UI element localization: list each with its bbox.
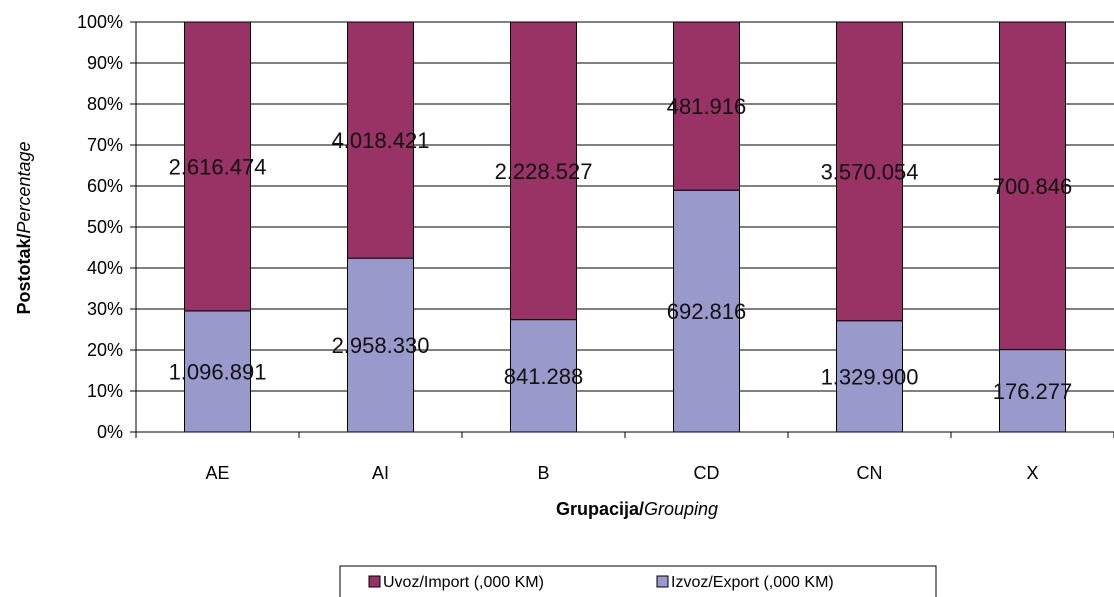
bar-import-cd <box>673 21 740 191</box>
data-label-import-x: 700.846 <box>993 174 1073 199</box>
y-tick-label: 10% <box>87 381 123 401</box>
data-label-import-b: 2.228.527 <box>495 159 593 184</box>
bar-import-cn <box>836 21 903 322</box>
bar-import-ai <box>347 21 414 259</box>
y-tick-label: 70% <box>87 135 123 155</box>
data-label-export-ae: 1.096.891 <box>169 359 267 384</box>
data-label-import-ae: 2.616.474 <box>169 154 267 179</box>
x-tick-label-b: B <box>537 463 549 483</box>
x-tick-label-cd: CD <box>694 463 720 483</box>
y-tick-label: 90% <box>87 53 123 73</box>
bar-export-b <box>510 319 577 433</box>
data-label-export-b: 841.288 <box>504 364 584 389</box>
gridlines <box>130 21 1114 438</box>
data-label-export-cd: 692.816 <box>667 299 747 324</box>
legend-swatch-export <box>656 575 669 588</box>
bar-export-ae <box>184 310 251 433</box>
data-label-export-x: 176.277 <box>993 379 1073 404</box>
y-tick-label: 100% <box>77 12 123 32</box>
legend-label-export: Izvoz/Export (,000 KM) <box>671 574 834 591</box>
legend-box <box>339 565 937 597</box>
legend: Uvoz/Import (,000 KM) Izvoz/Export (,000… <box>339 565 937 597</box>
x-tick-labels: AE AI B CD CN X <box>205 463 1038 483</box>
bar-export-cn <box>836 320 903 433</box>
y-tick-label: 60% <box>87 176 123 196</box>
y-tick-label: 0% <box>97 422 123 442</box>
axes <box>135 22 1114 433</box>
legend-label-import: Uvoz/Import (,000 KM) <box>383 574 544 591</box>
y-tick-label: 20% <box>87 340 123 360</box>
bar-import-x <box>999 21 1066 351</box>
data-label-import-cd: 481.916 <box>667 94 747 119</box>
data-label-import-ai: 4.018.421 <box>332 128 430 153</box>
data-label-import-cn: 3.570.054 <box>821 159 919 184</box>
x-tick-label-ai: AI <box>372 463 389 483</box>
y-tick-label: 80% <box>87 94 123 114</box>
y-tick-labels: 0% 10% 20% 30% 40% 50% 60% 70% 80% 90% 100% <box>77 12 123 442</box>
y-tick-label: 50% <box>87 217 123 237</box>
bar-import-ae <box>184 21 251 312</box>
data-labels: 1.096.891 2.616.474 2.958.330 4.018.421 841.… <box>169 94 1073 404</box>
x-tick-label-ae: AE <box>205 463 229 483</box>
x-tick-label-cn: CN <box>857 463 883 483</box>
data-label-export-ai: 2.958.330 <box>332 333 430 358</box>
y-tick-label: 40% <box>87 258 123 278</box>
y-axis-title: Postotak/Percentage <box>14 141 34 314</box>
y-tick-label: 30% <box>87 299 123 319</box>
bars <box>184 21 1066 433</box>
x-axis-title: Grupacija/Grouping <box>556 499 718 519</box>
bar-import-b <box>510 21 577 321</box>
legend-swatch-import <box>368 575 381 588</box>
x-tick-label-x: X <box>1026 463 1038 483</box>
data-label-export-cn: 1.329.900 <box>821 364 919 389</box>
bar-export-ai <box>347 257 414 433</box>
bar-export-cd <box>673 189 740 433</box>
